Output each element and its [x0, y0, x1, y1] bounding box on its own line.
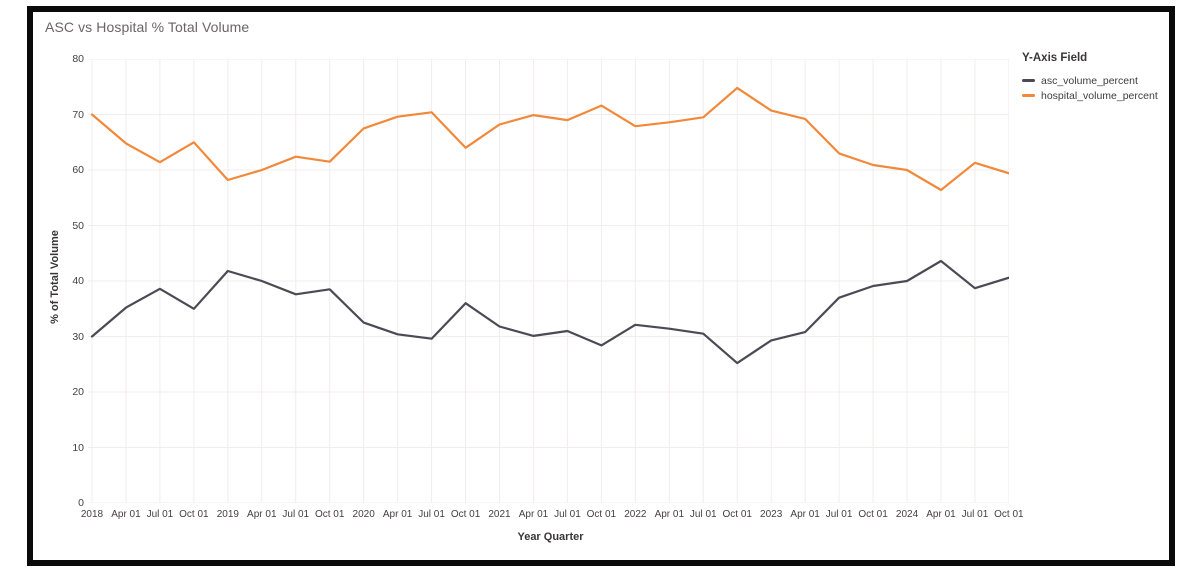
- x-tick-label: Oct 01: [450, 509, 481, 520]
- x-tick-label: Jul 01: [961, 509, 989, 520]
- x-tick-label: Apr 01: [926, 509, 956, 520]
- y-tick-label: 10: [72, 441, 84, 454]
- x-tick-label: 2021: [488, 509, 511, 520]
- legend-item-hospital_volume_percent[interactable]: hospital_volume_percent: [1022, 88, 1158, 103]
- series-line-asc_volume_percent[interactable]: [90, 259, 1009, 365]
- y-tick-label: 50: [72, 219, 84, 232]
- legend-items: asc_volume_percent hospital_volume_percen…: [1022, 73, 1158, 103]
- x-tick-label: Jul 01: [418, 509, 445, 520]
- legend: Y-Axis Field asc_volume_percent hospital_…: [1022, 52, 1158, 103]
- x-tick-label: Jul 01: [554, 509, 581, 520]
- x-tick-label: Apr 01: [382, 509, 413, 520]
- x-tick-label: Oct 01: [586, 509, 617, 520]
- y-tick-label: 80: [72, 53, 84, 65]
- chart-title: ASC vs Hospital % Total Volume: [45, 19, 250, 35]
- x-tick-label: Apr 01: [111, 509, 141, 520]
- x-axis-title: Year Quarter: [517, 531, 584, 543]
- x-tick-label: Oct 01: [179, 509, 209, 520]
- x-tick-label: Jul 01: [825, 509, 853, 520]
- x-tick-label: 2022: [624, 509, 647, 520]
- x-tick-label: 2020: [352, 509, 375, 520]
- x-tick-label: Oct 01: [994, 509, 1024, 520]
- y-tick-label: 70: [72, 108, 84, 121]
- legend-item-label: asc_volume_percent: [1041, 74, 1138, 87]
- legend-item-asc_volume_percent[interactable]: asc_volume_percent: [1022, 73, 1158, 88]
- x-tick-label: Jul 01: [282, 509, 310, 520]
- x-tick-label: Oct 01: [314, 509, 345, 520]
- x-tick-label: Oct 01: [722, 509, 752, 520]
- x-tick-label: 2023: [760, 509, 783, 520]
- y-tick-label: 0: [78, 497, 84, 509]
- y-axis-title: % of Total Volume: [49, 230, 61, 324]
- x-tick-label: Oct 01: [858, 509, 888, 520]
- x-tick-label: 2018: [80, 509, 104, 520]
- legend-title: Y-Axis Field: [1022, 52, 1088, 64]
- x-tick-label: Apr 01: [790, 509, 820, 520]
- x-tick-label: 2024: [895, 509, 919, 520]
- legend-item-label: hospital_volume_percent: [1041, 89, 1158, 102]
- x-tick-label: Jul 01: [689, 509, 717, 520]
- x-tick-label: Jul 01: [146, 509, 174, 520]
- y-tick-label: 60: [72, 164, 84, 176]
- y-tick-label: 20: [72, 386, 84, 398]
- plot-area[interactable]: [88, 59, 1009, 503]
- x-tick-label: 2019: [216, 509, 239, 520]
- legend-swatch-icon: [1022, 79, 1035, 82]
- x-tick-label: Apr 01: [518, 509, 549, 520]
- legend-swatch-icon: [1022, 94, 1035, 97]
- x-tick-label: Apr 01: [654, 509, 685, 520]
- y-tick-label: 30: [72, 330, 84, 343]
- x-tick-label: Apr 01: [247, 509, 277, 520]
- line-chart[interactable]: [88, 59, 1009, 503]
- series-line-hospital_volume_percent[interactable]: [90, 86, 1009, 192]
- y-tick-label: 40: [72, 275, 84, 287]
